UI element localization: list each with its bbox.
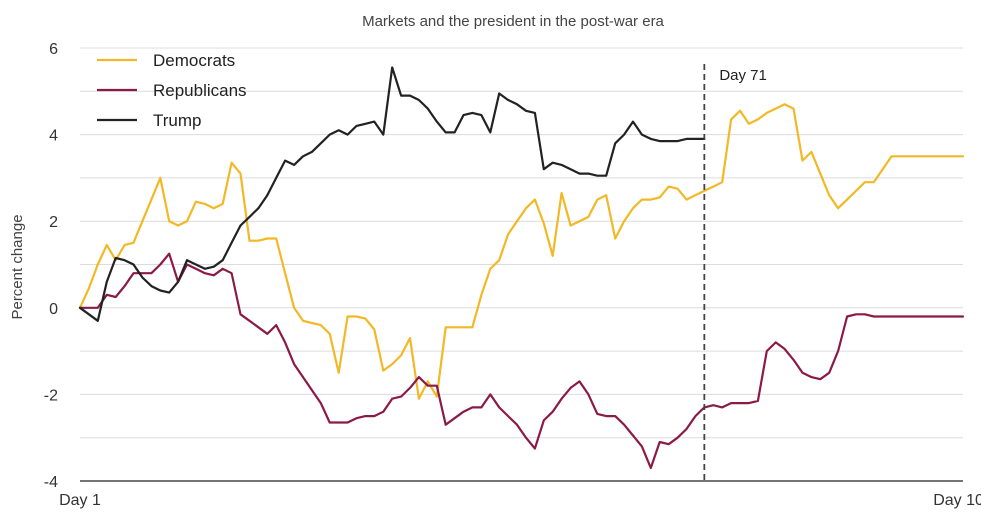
day-annotation: Day 71 — [703, 64, 767, 481]
x-tick-label: Day 1 — [59, 492, 101, 509]
y-tick-labels: 6 4 2 0 -2 -4 — [44, 41, 58, 491]
x-tick-label: Day 100 — [933, 492, 981, 509]
y-tick-label: 4 — [49, 128, 58, 145]
chart-title: Markets and the president in the post-wa… — [362, 13, 664, 30]
day-71-label: Day 71 — [719, 67, 767, 84]
y-tick-label: -2 — [44, 387, 58, 404]
legend-label-republicans: Republicans — [153, 81, 247, 100]
series-line-trump — [78, 66, 706, 322]
y-tick-label: -4 — [44, 474, 58, 491]
series-line-republicans — [78, 252, 965, 470]
y-axis-label: Percent change — [9, 214, 26, 319]
legend: Democrats Republicans Trump — [97, 51, 247, 130]
legend-label-trump: Trump — [153, 111, 202, 130]
y-tick-label: 0 — [49, 301, 58, 318]
y-tick-label: 2 — [49, 214, 58, 231]
series-lines — [78, 66, 965, 470]
gridlines — [80, 47, 963, 482]
y-tick-label: 6 — [49, 41, 58, 58]
legend-label-democrats: Democrats — [153, 51, 235, 70]
series-line-democrats — [78, 103, 965, 400]
x-tick-labels: Day 1 Day 100 — [59, 492, 981, 509]
